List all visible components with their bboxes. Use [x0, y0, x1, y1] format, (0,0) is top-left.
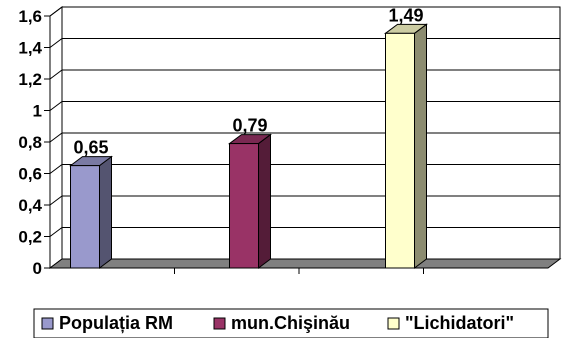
bar	[228, 133, 272, 269]
data-label: 0,65	[73, 138, 108, 158]
legend-label: "Lichidatori"	[405, 313, 514, 333]
y-tick-label: 0,2	[18, 228, 42, 247]
y-tick-label: 1	[33, 102, 42, 121]
legend-swatch	[213, 317, 226, 330]
bar-side	[258, 133, 271, 269]
legend-swatch	[41, 317, 54, 330]
legend: Populația RM mun.Chişinău "Lichidatori"	[33, 308, 549, 338]
y-tick-label: 1,2	[18, 70, 42, 89]
legend-label: mun.Chişinău	[231, 313, 350, 333]
chart-walls	[49, 6, 561, 269]
bar-side	[99, 155, 112, 269]
y-tick-label: 0	[33, 259, 42, 278]
bar	[384, 23, 428, 269]
chart-floor	[48, 258, 562, 274]
gridline	[49, 6, 560, 17]
bar	[69, 155, 113, 269]
bar-front	[229, 143, 259, 269]
bar-front	[385, 32, 415, 269]
y-tick-label: 1,6	[18, 7, 42, 26]
y-tick-label: 0,4	[18, 196, 42, 215]
y-tick-label: 0,6	[18, 165, 42, 184]
data-labels: 0,65 0,79 1,49	[73, 5, 423, 157]
data-label: 0,79	[232, 116, 267, 136]
legend-label: Populația RM	[59, 313, 173, 333]
bars	[69, 23, 428, 269]
legend-swatch	[387, 317, 400, 330]
bar-front	[70, 165, 100, 269]
data-label: 1,49	[388, 5, 423, 25]
y-tick-label: 0,8	[18, 133, 42, 152]
legend-box	[33, 308, 549, 338]
y-tick-label: 1,4	[18, 39, 42, 58]
bar-side	[414, 23, 427, 269]
y-axis-ticks: 0 0,2 0,4 0,6 0,8 1 1,2 1,4 1,6	[18, 7, 50, 278]
floor-top	[48, 258, 562, 269]
